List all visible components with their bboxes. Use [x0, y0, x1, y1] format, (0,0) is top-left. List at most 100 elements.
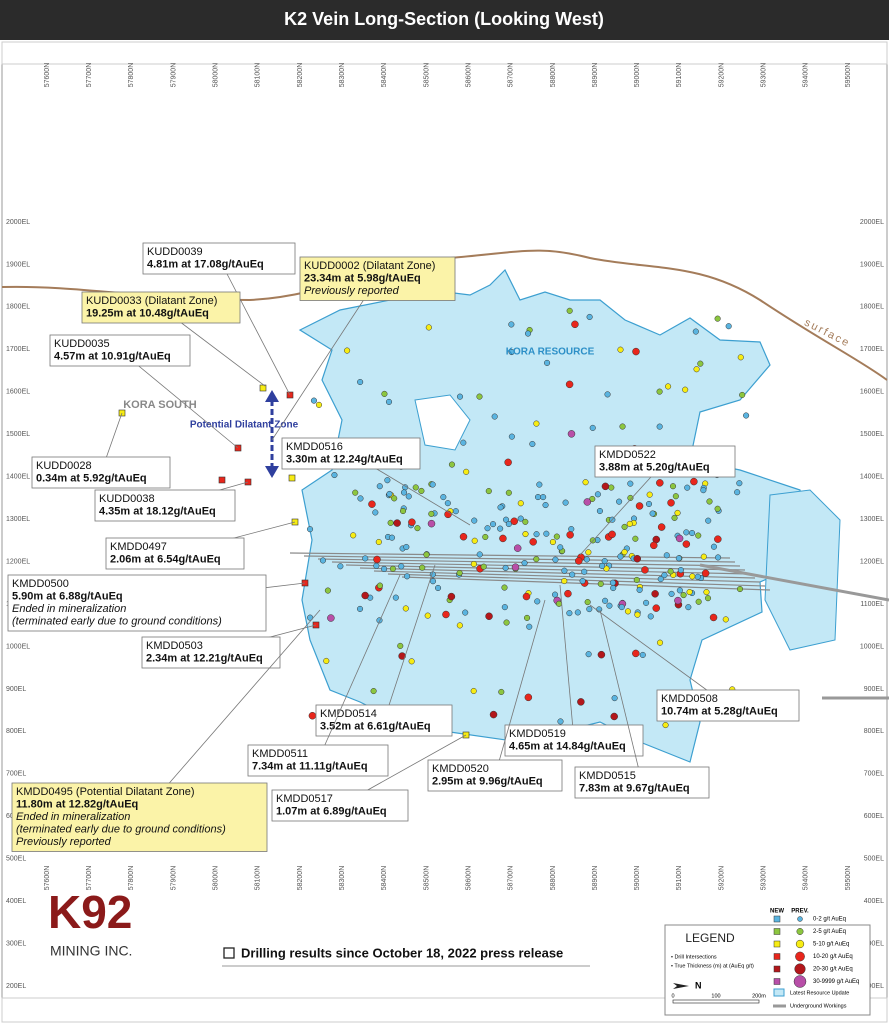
- callout-result: 3.30m at 12.24g/tAuEq: [286, 453, 403, 465]
- drill-dot: [599, 562, 606, 569]
- drill-dot: [697, 360, 704, 367]
- legend-new-swatch: [773, 965, 781, 973]
- drill-dot: [690, 477, 698, 486]
- drill-dot: [693, 366, 700, 373]
- drill-dot: [656, 423, 663, 430]
- drill-dot: [737, 354, 744, 361]
- northing-label: 59000N: [634, 63, 641, 88]
- resource-east: [764, 489, 841, 651]
- drill-dot: [524, 330, 532, 337]
- callout-result: 11.80m at 12.82g/tAuEq: [16, 798, 138, 810]
- drill-dot: [522, 592, 531, 601]
- drill-dot: [357, 378, 364, 386]
- drill-dot: [669, 483, 677, 490]
- north-label: N: [695, 980, 702, 990]
- drill-dot: [695, 598, 702, 605]
- drill-dot: [504, 458, 512, 467]
- callout-box: [105, 537, 245, 570]
- drill-dot: [632, 535, 639, 542]
- drill-dot: [736, 480, 743, 487]
- drill-dot: [651, 590, 659, 598]
- drill-dot: [553, 533, 560, 540]
- drill-dot: [376, 582, 384, 589]
- drill-dot: [617, 553, 624, 560]
- drill-dot: [667, 499, 675, 507]
- legend-new-swatch: [773, 953, 781, 960]
- callout-box: [247, 744, 389, 777]
- elevation-label: 2000EL: [6, 219, 30, 226]
- drill-dot: [405, 493, 412, 500]
- logo-mark: K92: [48, 886, 132, 938]
- legend-note: • True Thickness (m) at (AuEq g/t): [671, 963, 754, 969]
- drill-dot: [408, 658, 415, 665]
- drill-dot: [706, 498, 713, 505]
- drill-dot: [668, 590, 675, 597]
- drill-dot: [534, 598, 541, 605]
- drill-dot: [350, 532, 357, 539]
- drill-dot: [577, 698, 585, 706]
- drill-dot: [511, 563, 520, 571]
- elevation-label: 2000EL: [860, 219, 884, 226]
- drill-dot: [663, 552, 670, 559]
- drill-dot: [543, 530, 550, 537]
- drill-dot: [373, 555, 381, 564]
- northing-label: 59200N: [718, 63, 725, 88]
- drill-dot: [574, 609, 581, 616]
- elevation-label: 1700EL: [6, 346, 30, 353]
- northing-label: 57600N: [44, 63, 51, 88]
- callout-result: 5.90m at 6.88g/tAuEq: [12, 590, 123, 602]
- drill-dot: [419, 564, 426, 571]
- drill-dot: [398, 652, 406, 660]
- callout-box: [299, 256, 456, 301]
- leader-line: [559, 584, 575, 741]
- drill-dot: [533, 556, 540, 563]
- leader-line: [383, 564, 436, 721]
- drill-dot: [656, 388, 663, 395]
- drill-dot: [734, 489, 741, 496]
- northing-label: 58400N: [381, 866, 388, 891]
- drill-dot: [585, 651, 592, 658]
- drill-dot: [624, 608, 632, 615]
- drill-dot: [529, 440, 536, 448]
- northing-label: 59400N: [803, 866, 810, 891]
- callout-id: KMDD0508: [661, 693, 718, 705]
- drill-dot: [385, 398, 393, 405]
- elevation-label: 200EL: [6, 983, 26, 990]
- title: K2 Vein Long-Section (Looking West): [284, 9, 604, 29]
- legend-prev-swatch: [795, 939, 805, 949]
- note: Drilling results since October 18, 2022 …: [241, 945, 563, 960]
- drill-dot: [356, 605, 364, 612]
- elevation-label: 1400EL: [860, 474, 884, 481]
- callout-box: [281, 437, 421, 470]
- drill-dot: [352, 489, 359, 496]
- callout-box: [11, 782, 268, 852]
- elevation-label: 1600EL: [860, 389, 884, 396]
- drill-dot: [621, 549, 628, 556]
- drill-dot: [534, 494, 542, 501]
- legend-new-swatch: [773, 928, 781, 935]
- new-hole: [259, 384, 267, 392]
- elevation-label: 1300EL: [6, 516, 30, 523]
- drill-dot: [649, 510, 656, 517]
- drill-dot: [562, 499, 569, 506]
- drill-dot: [608, 530, 616, 539]
- northing-label: 57600N: [44, 866, 51, 891]
- drill-dot: [676, 587, 683, 594]
- drill-dot: [722, 616, 729, 623]
- callout-note: Previously reported: [304, 285, 400, 297]
- drill-dot: [705, 517, 712, 524]
- elevation-label: 1700EL: [860, 346, 884, 353]
- northing-label: 58500N: [423, 63, 430, 88]
- drill-dot: [569, 571, 576, 578]
- drill-dot: [482, 533, 489, 541]
- drill-dot: [510, 517, 518, 526]
- drill-dot: [403, 543, 410, 551]
- callout-result: 10.74m at 5.28g/tAuEq: [661, 705, 778, 717]
- drill-dot: [398, 563, 405, 570]
- northing-label: 58300N: [339, 63, 346, 88]
- drill-dot: [703, 589, 710, 596]
- drill-dot: [652, 604, 660, 612]
- drill-dot: [429, 578, 437, 585]
